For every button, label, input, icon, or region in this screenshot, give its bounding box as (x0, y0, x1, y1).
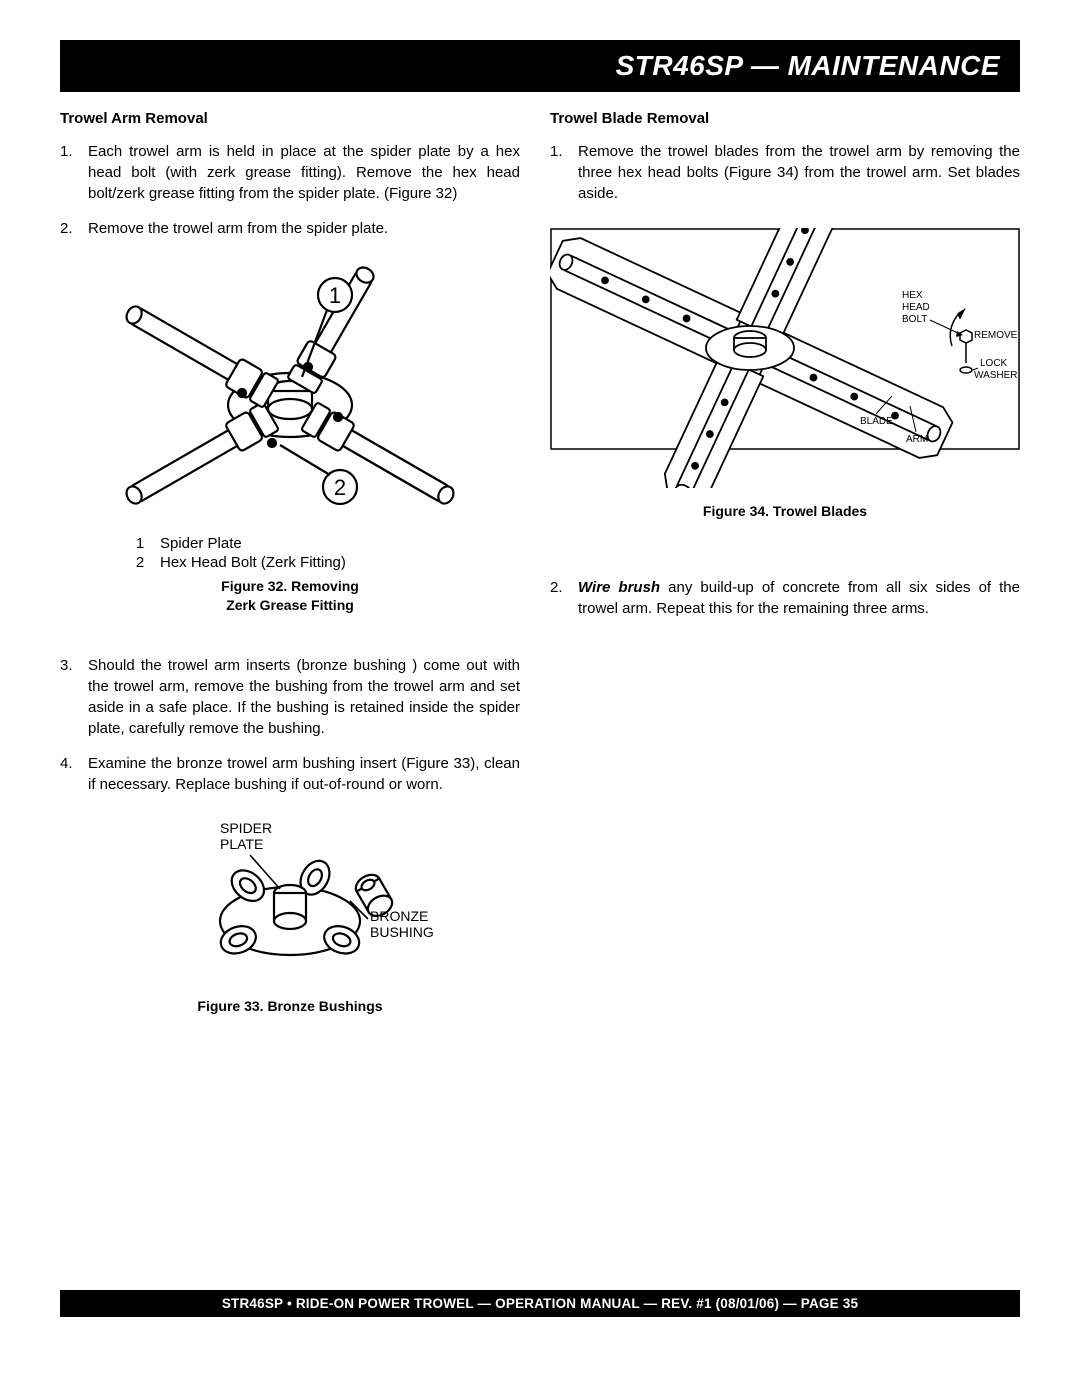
figure-32: 1 2 1Spider Plate 2Hex Head Bolt (Zerk F… (60, 255, 520, 615)
figure-33-caption: Figure 33. Bronze Bushings (60, 997, 520, 1016)
hex-label-2: HEAD (902, 302, 930, 313)
list-text: Remove the trowel blades from the trowel… (578, 141, 1020, 204)
list-item: 3. Should the trowel arm inserts (bronze… (60, 655, 520, 739)
legend-num: 1 (120, 535, 160, 552)
list-text: Remove the trowel arm from the spider pl… (88, 218, 520, 239)
right-column: Trowel Blade Removal 1. Remove the trowe… (550, 110, 1020, 1032)
right-section-title: Trowel Blade Removal (550, 110, 1020, 127)
arm-label: ARM (906, 434, 928, 445)
list-text: Examine the bronze trowel arm bushing in… (88, 753, 520, 795)
hex-label-1: HEX (902, 290, 923, 301)
list-item: 4. Examine the bronze trowel arm bushing… (60, 753, 520, 795)
list-text: Should the trowel arm inserts (bronze bu… (88, 655, 520, 739)
content-columns: Trowel Arm Removal 1. Each trowel arm is… (60, 110, 1020, 1032)
figure-34-svg: HEX HEAD BOLT REMOVE LOCK WASHER BLADE A… (550, 228, 1020, 488)
left-column: Trowel Arm Removal 1. Each trowel arm is… (60, 110, 520, 1032)
list-text: Each trowel arm is held in place at the … (88, 141, 520, 204)
hex-label-3: BOLT (902, 314, 927, 325)
figure-33-svg: SPIDER PLATE BRONZE BUSHING (140, 811, 440, 991)
caption-line: Zerk Grease Fitting (60, 596, 520, 615)
list-number: 1. (60, 141, 88, 204)
wire-brush-lead: Wire brush (578, 579, 660, 596)
list-number: 4. (60, 753, 88, 795)
left-section-title: Trowel Arm Removal (60, 110, 520, 127)
list-number: 2. (60, 218, 88, 239)
figure-32-legend: 1Spider Plate 2Hex Head Bolt (Zerk Fitti… (120, 535, 520, 571)
lock-label-1: LOCK (980, 358, 1008, 369)
spider-label-2: PLATE (220, 836, 263, 852)
list-number: 2. (550, 577, 578, 619)
figure-32-caption: Figure 32. Removing Zerk Grease Fitting (60, 577, 520, 615)
remove-label: REMOVE (974, 330, 1018, 341)
list-item: 1. Remove the trowel blades from the tro… (550, 141, 1020, 204)
legend-label: Hex Head Bolt (Zerk Fitting) (160, 554, 346, 571)
bronze-label-1: BRONZE (370, 908, 428, 924)
lock-label-2: WASHER (974, 370, 1018, 381)
figure-34-caption: Figure 34. Trowel Blades (550, 502, 1020, 521)
page-header: STR46SP — MAINTENANCE (60, 40, 1020, 92)
spider-label-1: SPIDER (220, 820, 272, 836)
figure-32-svg: 1 2 (80, 255, 500, 535)
list-item: 2. Wire brush any build-up of concrete f… (550, 577, 1020, 619)
legend-num: 2 (120, 554, 160, 571)
list-item: 1. Each trowel arm is held in place at t… (60, 141, 520, 204)
figure-34: HEX HEAD BOLT REMOVE LOCK WASHER BLADE A… (550, 228, 1020, 521)
page-footer: STR46SP • RIDE-ON POWER TROWEL — OPERATI… (60, 1290, 1020, 1317)
legend-label: Spider Plate (160, 535, 242, 552)
caption-line: Figure 32. Removing (60, 577, 520, 596)
list-number: 1. (550, 141, 578, 204)
list-item: 2. Remove the trowel arm from the spider… (60, 218, 520, 239)
callout-1: 1 (329, 283, 341, 308)
figure-33: SPIDER PLATE BRONZE BUSHING Figure 33. B… (60, 811, 520, 1016)
blade-label: BLADE (860, 416, 893, 427)
list-number: 3. (60, 655, 88, 739)
callout-2: 2 (334, 475, 346, 500)
list-text: Wire brush any build-up of concrete from… (578, 577, 1020, 619)
bronze-label-2: BUSHING (370, 924, 434, 940)
